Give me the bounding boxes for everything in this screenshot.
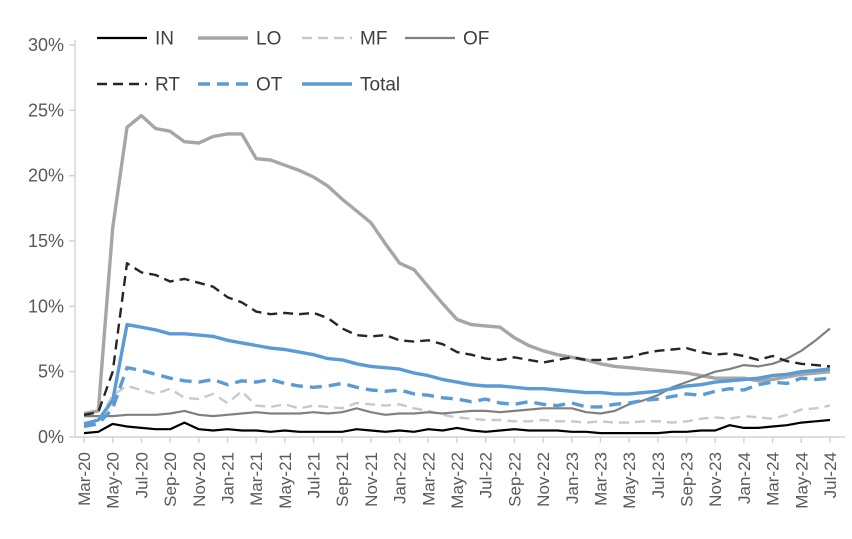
legend-label-RT: RT: [155, 75, 180, 96]
x-axis-label: Nov-22: [534, 452, 553, 507]
y-axis-label: 0%: [38, 427, 64, 447]
x-axis-label: Nov-20: [190, 452, 209, 507]
x-axis-label: May-24: [792, 452, 811, 509]
x-axis-label: Mar-22: [419, 452, 438, 506]
x-axis-label: Nov-23: [706, 452, 725, 507]
series-line-OT: [83, 366, 831, 429]
x-axis-label: Nov-21: [362, 452, 381, 507]
x-axis-label: Sep-23: [678, 452, 697, 507]
y-axis-label: 10%: [28, 296, 64, 316]
x-axis-label: Jul-24: [821, 452, 840, 498]
y-axis-label: 15%: [28, 231, 64, 251]
legend-label-LO: LO: [256, 29, 281, 50]
x-axis-label: Jul-21: [305, 452, 324, 498]
x-axis-label: May-20: [104, 452, 123, 509]
x-axis-label: Jan-22: [391, 452, 410, 504]
series-line-Total: [83, 322, 831, 426]
x-axis-label: Sep-21: [333, 452, 352, 507]
x-axis-label: Mar-24: [764, 452, 783, 506]
x-axis-label: Jan-24: [735, 452, 754, 504]
legend-label-IN: IN: [155, 29, 174, 50]
x-axis-label: Jul-23: [649, 452, 668, 498]
y-axis-label: 30%: [28, 35, 64, 55]
series-line-LO: [83, 113, 831, 416]
x-axis-label: Jul-22: [477, 452, 496, 498]
x-axis-label: Jan-21: [218, 452, 237, 504]
series-line-OF: [84, 327, 831, 418]
x-axis-label: Jan-23: [563, 452, 582, 504]
series-line-RT: [83, 262, 831, 416]
legend-label-MF: MF: [360, 29, 387, 50]
series-line-MF: [83, 384, 831, 426]
x-axis-label: May-23: [620, 452, 639, 509]
x-axis-label: Mar-23: [591, 452, 610, 506]
x-axis-label: Mar-20: [75, 452, 94, 506]
series-line-IN: [83, 418, 831, 435]
y-axis-label: 5%: [38, 362, 64, 382]
x-axis-label: Jul-20: [132, 452, 151, 498]
x-axis-label: May-21: [276, 452, 295, 509]
x-axis-label: Sep-22: [505, 452, 524, 507]
y-axis-label: 20%: [28, 166, 64, 186]
legend-label-Total: Total: [360, 75, 400, 96]
legend-label-OF: OF: [463, 29, 489, 50]
x-axis-label: Sep-20: [161, 452, 180, 507]
x-axis-label: Mar-21: [247, 452, 266, 506]
legend-label-OT: OT: [256, 75, 283, 96]
x-axis-label: May-22: [448, 452, 467, 509]
y-axis-label: 25%: [28, 100, 64, 120]
